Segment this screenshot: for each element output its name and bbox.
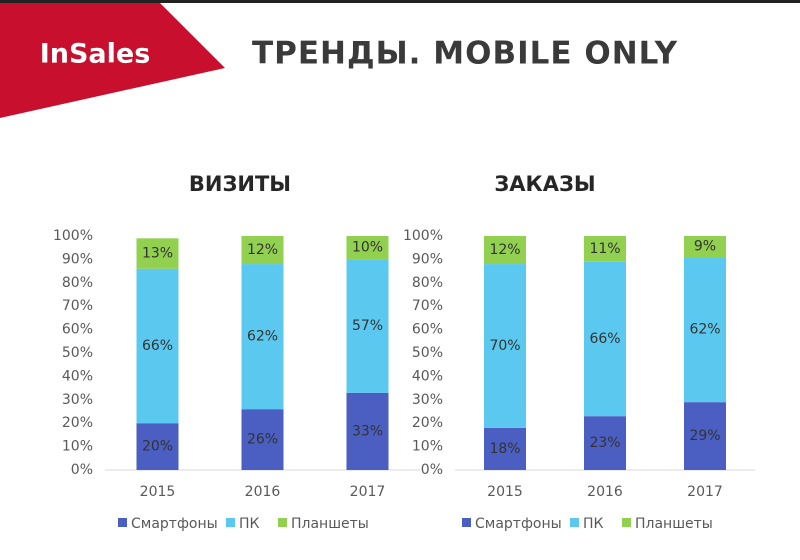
bar-segment: [484, 236, 526, 265]
bar-segment: [346, 259, 389, 393]
value-label: 10%: [352, 240, 383, 256]
bar-segment: [484, 427, 526, 470]
bar-segment: [136, 238, 179, 269]
legend-label: ПК: [583, 516, 604, 532]
value-label: 12%: [247, 242, 278, 258]
value-label: 12%: [489, 242, 520, 258]
bar-segment: [136, 268, 179, 424]
y-tick-label: 20%: [412, 415, 443, 431]
y-tick-label: 50%: [62, 345, 93, 361]
y-tick-label: 100%: [53, 228, 93, 244]
value-label: 26%: [247, 432, 278, 448]
y-tick-label: 10%: [412, 439, 443, 455]
bar-segment: [241, 409, 284, 470]
legend-swatch: [570, 518, 579, 527]
bar-segment: [584, 416, 626, 470]
x-tick-label: 2015: [487, 484, 523, 500]
bar-segment: [484, 264, 526, 428]
y-tick-label: 0%: [421, 462, 443, 478]
bar-segment: [346, 236, 389, 260]
y-tick-label: 40%: [412, 368, 443, 384]
x-tick-label: 2016: [245, 484, 281, 500]
bar-segment: [346, 392, 389, 470]
y-tick-label: 100%: [403, 228, 443, 244]
y-tick-label: 10%: [62, 439, 93, 455]
bar-segment: [241, 264, 284, 410]
value-label: 18%: [489, 441, 520, 457]
x-tick-label: 2016: [587, 484, 623, 500]
bar-segment: [684, 402, 726, 470]
chart-title: ЗАКАЗЫ: [494, 172, 595, 196]
y-tick-label: 20%: [62, 415, 93, 431]
y-tick-label: 30%: [412, 392, 443, 408]
legend-label: ПК: [239, 516, 260, 532]
x-tick-label: 2015: [140, 484, 176, 500]
bar-segment: [584, 261, 626, 417]
legend-label: Планшеты: [291, 516, 369, 532]
y-tick-label: 40%: [62, 368, 93, 384]
logo: InSales: [40, 39, 151, 70]
y-tick-label: 70%: [412, 298, 443, 314]
legend-swatch: [622, 518, 631, 527]
y-tick-label: 30%: [62, 392, 93, 408]
y-tick-label: 50%: [412, 345, 443, 361]
y-tick-label: 0%: [71, 462, 93, 478]
top-bar: [0, 0, 800, 3]
y-tick-label: 80%: [412, 275, 443, 291]
y-tick-label: 70%: [62, 298, 93, 314]
legend-swatch: [226, 518, 235, 527]
value-label: 62%: [689, 322, 720, 338]
legend-swatch: [118, 518, 127, 527]
x-tick-label: 2017: [687, 484, 723, 500]
value-label: 23%: [589, 435, 620, 451]
value-label: 9%: [694, 239, 716, 255]
logo-shape: [0, 3, 225, 118]
legend-swatch: [462, 518, 471, 527]
value-label: 13%: [142, 246, 173, 262]
y-tick-label: 60%: [412, 322, 443, 338]
value-label: 66%: [589, 331, 620, 347]
value-label: 62%: [247, 329, 278, 345]
value-label: 57%: [352, 318, 383, 334]
legend-label: Смартфоны: [131, 516, 218, 532]
bar-segment: [241, 236, 284, 265]
value-label: 20%: [142, 439, 173, 455]
value-label: 11%: [589, 241, 620, 257]
chart-title: ВИЗИТЫ: [189, 172, 291, 196]
bar-segment: [584, 236, 626, 262]
y-tick-label: 80%: [62, 275, 93, 291]
value-label: 29%: [689, 428, 720, 444]
slide-title: ТРЕНДЫ. MOBILE ONLY: [252, 36, 678, 72]
y-tick-label: 90%: [412, 251, 443, 267]
legend-swatch: [278, 518, 287, 527]
y-tick-label: 60%: [62, 322, 93, 338]
bar-segment: [684, 236, 726, 258]
value-label: 70%: [489, 338, 520, 354]
y-tick-label: 90%: [62, 251, 93, 267]
value-label: 66%: [142, 338, 173, 354]
legend-label: Смартфоны: [475, 516, 562, 532]
bar-segment: [684, 257, 726, 403]
legend-label: Планшеты: [635, 516, 713, 532]
value-label: 33%: [352, 423, 383, 439]
bar-segment: [136, 423, 179, 470]
x-tick-label: 2017: [350, 484, 386, 500]
